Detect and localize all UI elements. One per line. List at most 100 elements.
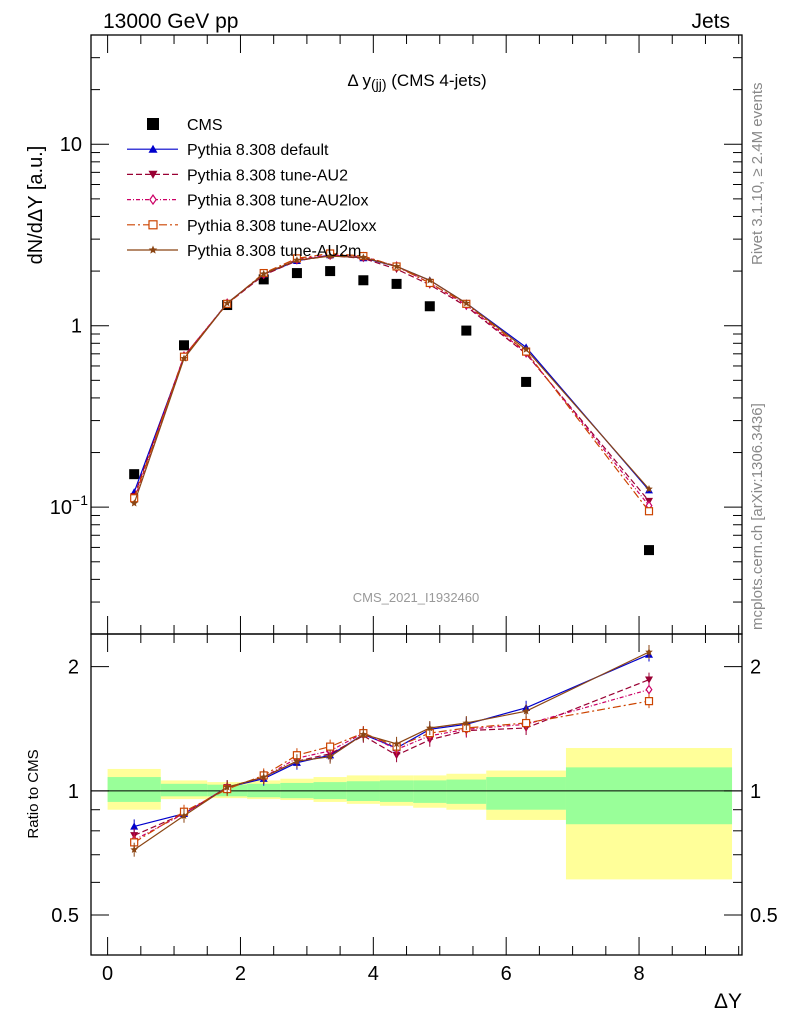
plot-title: Δ y(jj) (CMS 4-jets) — [347, 71, 486, 92]
data-point — [645, 484, 653, 493]
data-point — [392, 262, 401, 270]
data-point — [180, 354, 188, 362]
legend-entry: CMS — [147, 117, 223, 134]
uncertainty-band-inner — [160, 783, 208, 797]
legend-label: CMS — [187, 117, 223, 134]
data-point — [461, 325, 472, 336]
ratio-point — [259, 773, 268, 781]
legend-label: Pythia 8.308 tune-AU2m — [187, 243, 361, 260]
legend-marker — [147, 118, 159, 130]
legend-marker — [149, 194, 157, 206]
ratio-y-tick-label: 0.5 — [51, 905, 79, 927]
series-5 — [130, 252, 653, 507]
ratio-point — [425, 724, 434, 732]
x-tick-label: 6 — [501, 963, 512, 985]
ratio-point — [359, 730, 368, 738]
ratio-y-tick-label: 1 — [68, 781, 79, 803]
data-point — [129, 469, 140, 480]
x-tick-label: 4 — [368, 963, 379, 985]
data-point — [259, 269, 268, 278]
ratio-plot-panel: Ratio to CMS ΔY 0.5 0.5 1 1 2 2 0 2 4 6 8 — [25, 633, 778, 1013]
legend-label: Pythia 8.308 tune-AU2lox — [187, 193, 368, 210]
data-point — [425, 276, 434, 284]
plot-title-tail: (CMS 4-jets) — [387, 71, 487, 90]
plot-title-sub: (jj) — [371, 76, 387, 92]
series-line — [133, 254, 650, 493]
ratio-point — [522, 718, 531, 728]
legend-entry: Pythia 8.308 tune-AU2lox — [127, 193, 368, 210]
data-point — [391, 278, 402, 289]
legend-entry: Pythia 8.308 tune-AU2 — [127, 167, 348, 184]
ratio-line — [133, 679, 650, 836]
series-4 — [130, 249, 654, 516]
legend-marker — [148, 170, 158, 179]
series-line — [133, 255, 650, 504]
ratio-point — [392, 739, 401, 748]
series-3 — [130, 250, 653, 511]
ratio-point — [130, 822, 139, 830]
ratio-point — [223, 783, 231, 791]
legend-label: Pythia 8.308 tune-AU2loxx — [187, 218, 376, 235]
plot-title-main: Δ y — [347, 71, 371, 90]
x-axis-label: ΔY — [714, 990, 742, 1013]
data-point — [326, 252, 334, 260]
series-line — [133, 252, 650, 512]
legend-entry: Pythia 8.308 tune-AU2m — [127, 243, 361, 260]
ratio-series-4 — [130, 645, 653, 857]
legend-label: Pythia 8.308 default — [187, 142, 329, 159]
data-point — [325, 266, 336, 277]
ratio-line — [133, 700, 650, 843]
y-tick-label: 10−1 — [50, 492, 88, 519]
y-tick-label: 10 — [60, 134, 82, 156]
x-tick-label: 8 — [633, 963, 644, 985]
ratio-point — [462, 719, 471, 727]
data-point — [521, 376, 532, 387]
ratio-line — [133, 651, 650, 851]
series-2 — [130, 252, 653, 506]
legend-entry: Pythia 8.308 default — [127, 142, 329, 159]
watermark: CMS_2021_I1932460 — [353, 590, 480, 605]
y-tick-label-base: 10 — [50, 497, 72, 519]
data-point — [358, 275, 369, 286]
series-0 — [129, 266, 654, 556]
y-axis-label: dN/dΔY [a.u.] — [25, 146, 47, 265]
data-point — [462, 299, 471, 307]
ratio-y-label: Ratio to CMS — [25, 749, 42, 838]
uncertainty-band-inner — [486, 777, 566, 810]
ratio-point — [130, 845, 138, 853]
data-point — [179, 340, 189, 351]
legend-marker — [148, 245, 158, 254]
data-point — [293, 256, 301, 264]
ratio-y-tick-label: 2 — [68, 657, 79, 679]
y-tick-label: 1 — [71, 316, 82, 338]
ratio-y-tick-label: 1 — [750, 781, 761, 803]
legend-marker — [148, 144, 158, 153]
x-tick-label: 0 — [102, 963, 113, 985]
legend-entry: Pythia 8.308 tune-AU2loxx — [127, 218, 376, 235]
ratio-point — [522, 707, 530, 715]
ratio-point — [645, 684, 653, 695]
ratio-point — [180, 811, 188, 820]
x-tick-label: 2 — [235, 963, 246, 985]
legend-marker — [148, 220, 158, 230]
ratio-point — [326, 742, 335, 751]
series-line — [133, 255, 650, 502]
mcplots-label: mcplots.cern.ch [arXiv:1306.3436] — [749, 403, 766, 630]
ratio-y-tick-label: 0.5 — [750, 905, 778, 927]
header-right: Jets — [691, 10, 730, 33]
header-left: 13000 GeV pp — [103, 10, 238, 33]
data-point — [424, 301, 435, 312]
data-point — [522, 345, 530, 353]
data-point — [223, 299, 231, 307]
y-tick-label-exponent: −1 — [72, 492, 88, 508]
ratio-point — [326, 752, 334, 760]
uncertainty-band-inner — [107, 777, 161, 802]
data-point — [130, 499, 138, 507]
rivet-label: Rivet 3.1.10, ≥ 2.4M events — [749, 83, 766, 266]
data-point — [644, 545, 654, 556]
data-point — [359, 253, 368, 261]
main-plot-panel: Δ y(jj) (CMS 4-jets) dN/dΔY [a.u.] CMS_2… — [25, 34, 743, 635]
legend-label: Pythia 8.308 tune-AU2 — [187, 167, 348, 184]
ratio-line — [133, 689, 650, 841]
